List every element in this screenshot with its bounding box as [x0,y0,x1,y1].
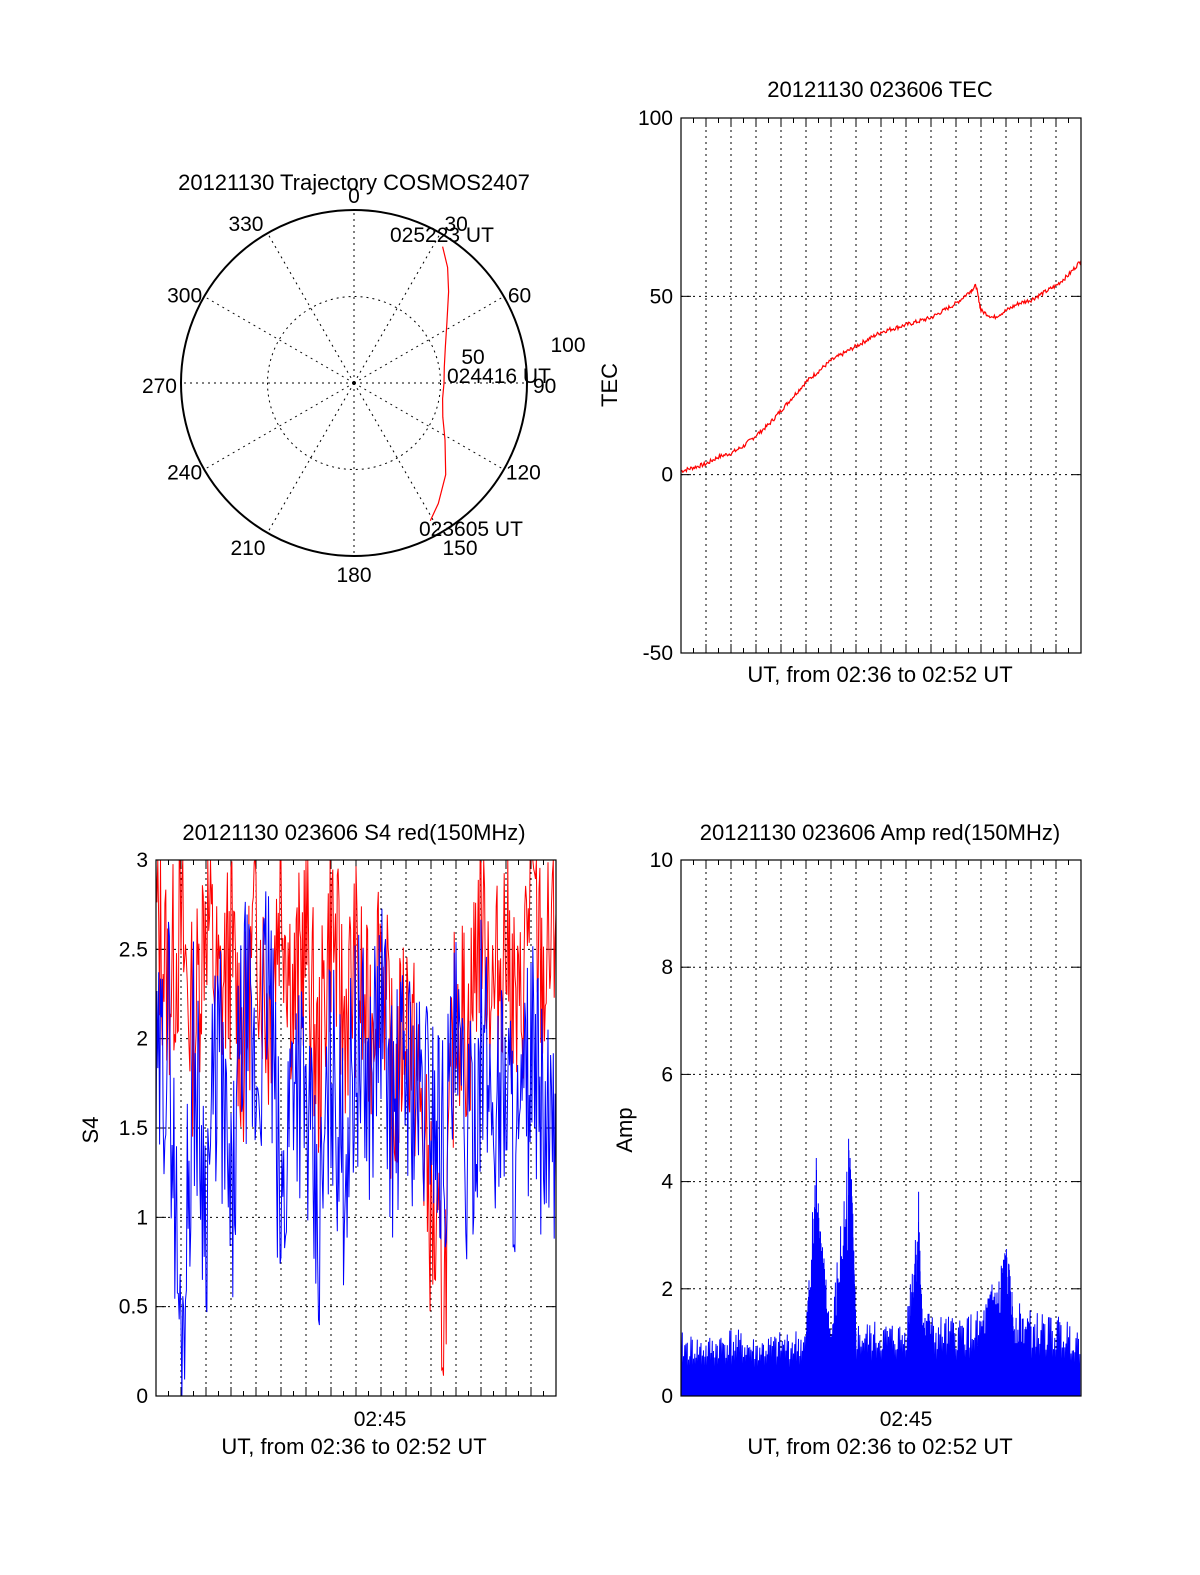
polar-angle-label: 210 [230,537,265,560]
polar-spoke [353,296,505,384]
s4-x-tick-label: 02:45 [354,1408,407,1431]
s4-y-tick-label: 3 [136,849,148,872]
tec-panel: 20121130 023606 TEC 100 50 0 -50 TEC UT, fr… [597,77,1082,687]
amp-y-tick-label: 2 [661,1278,673,1301]
polar-angle-label: 300 [167,285,202,308]
polar-angle-label: 180 [336,564,371,587]
amp-series-area [680,1138,1081,1397]
amp-x-axis-label: UT, from 02:36 to 02:52 UT [747,1434,1012,1459]
annotation-end-time: 025223 UT [390,224,494,247]
polar-spoke [353,382,505,470]
s4-y-tick-labels: 3 2.5 2 1.5 1 0.5 0 [119,849,148,1408]
s4-y-tick-label: 2 [136,1028,148,1051]
amp-x-tick-label: 02:45 [880,1408,933,1431]
s4-y-tick-label: 0.5 [119,1296,148,1319]
polar-angle-label: 120 [506,462,541,485]
tec-frame [680,117,1082,654]
tec-y-tick-label: 50 [650,285,673,308]
tec-y-tick-label: 100 [638,107,673,130]
s4-y-tick-label: 0 [136,1385,148,1408]
amp-panel: 20121130 023606 Amp red(150MHz) 1086420 … [612,820,1082,1459]
polar-radial-label-100: 100 [550,334,585,357]
amp-y-axis-label: Amp [612,1107,637,1152]
polar-outer-circle [180,209,528,557]
amp-y-tick-label: 10 [650,849,673,872]
amp-y-tick-label: 6 [661,1063,673,1086]
polar-angle-label: 90 [533,375,556,398]
s4-red-series-line [155,859,557,1376]
s4-y-tick-label: 2.5 [119,938,148,961]
tec-x-axis-label: UT, from 02:36 to 02:52 UT [747,662,1012,687]
polar-spoke [203,296,355,384]
polar-angle-label: 330 [228,213,263,236]
tec-y-tick-label: -50 [643,642,673,665]
polar-angle-labels: 0 30 60 90 120 150 180 210 240 270 300 330 [142,185,556,587]
polar-spoke [267,232,355,384]
s4-panel: 20121130 023606 S4 red(150MHz) 3 2.5 2 1.5 1… [78,820,557,1459]
polar-angle-label: 60 [508,285,531,308]
amp-y-tick-labels: 10 8 6 4 2 0 [650,849,674,1408]
tec-y-axis-label: TEC [597,363,622,407]
polar-inner-circle [267,296,441,470]
polar-angle-label: 150 [443,537,478,560]
amp-title: 20121130 023606 Amp red(150MHz) [700,820,1060,845]
amp-y-tick-label: 0 [661,1385,673,1408]
amp-frame [680,859,1082,1397]
polar-grid [180,209,528,557]
s4-y-axis-label: S4 [78,1117,103,1144]
annotation-mid-time: 024416 UT [447,365,551,388]
polar-angle-label: 270 [142,375,177,398]
annotation-start-time: 023605 UT [419,518,523,541]
polar-spoke [267,382,355,534]
polar-angle-label: 30 [445,213,468,236]
polar-angle-label: 240 [167,462,202,485]
polar-title: 20121130 Trajectory COSMOS2407 [178,170,530,195]
s4-y-tick-label: 1.5 [119,1117,148,1140]
s4-title: 20121130 023606 S4 red(150MHz) [182,820,525,845]
amp-y-tick-label: 8 [661,956,673,979]
polar-spoke [353,232,441,384]
tec-grid [680,117,1082,654]
polar-spoke [353,382,441,534]
amp-y-tick-label: 4 [661,1171,673,1194]
s4-y-tick-label: 1 [136,1206,148,1229]
tec-y-tick-labels: 100 50 0 -50 [638,107,673,665]
polar-spoke [203,382,355,470]
s4-frame [155,859,557,1397]
polar-radial-label-50: 50 [461,346,484,369]
polar-angle-label: 0 [348,185,360,208]
tec-series-line [680,260,1082,474]
trajectory-line [429,246,450,521]
s4-blue-series-line [155,891,557,1397]
tec-y-tick-label: 0 [661,464,673,487]
tec-title: 20121130 023606 TEC [767,77,993,102]
s4-x-axis-label: UT, from 02:36 to 02:52 UT [221,1434,486,1459]
polar-panel: 20121130 Trajectory COSMOS2407 0 30 60 90 12… [142,170,586,587]
